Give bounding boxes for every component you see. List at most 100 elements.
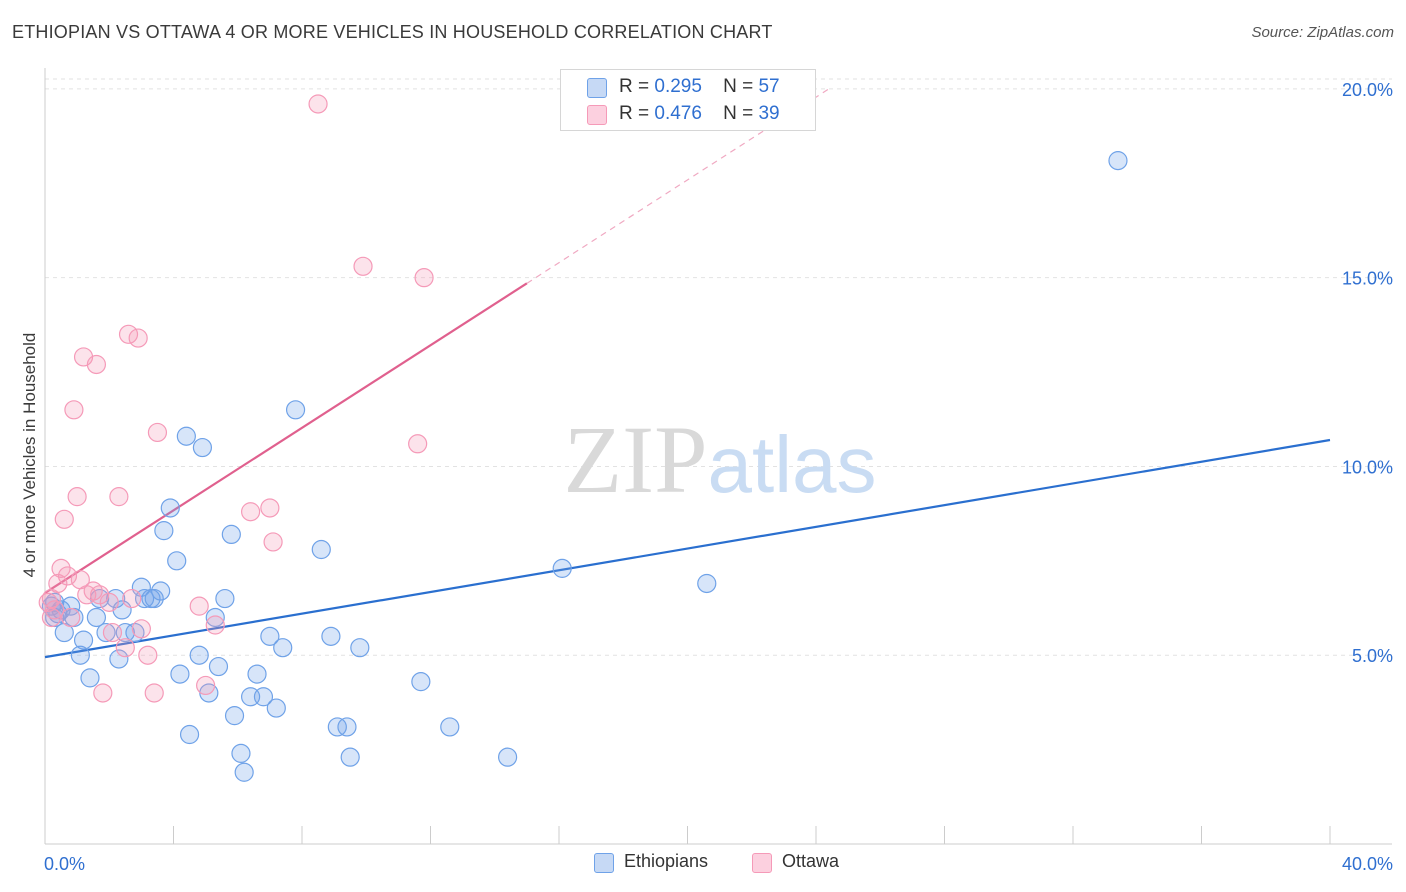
point-ottawa xyxy=(241,502,261,522)
point-ethiopians xyxy=(321,626,341,646)
point-ottawa xyxy=(51,558,71,578)
point-ethiopians xyxy=(221,524,241,545)
legend-n-value: 39 xyxy=(758,103,780,124)
point-ethiopians xyxy=(73,630,94,650)
point-ethiopians xyxy=(109,649,129,669)
point-ethiopians xyxy=(253,687,274,707)
point-ethiopians xyxy=(179,724,200,745)
point-ethiopians xyxy=(411,672,431,692)
point-ethiopians xyxy=(231,743,251,763)
point-ethiopians xyxy=(96,622,116,643)
tick-labels: 5.0% 10.0% 15.0% 20.0% 0.0% 40.0% xyxy=(44,80,1393,874)
point-ottawa xyxy=(48,573,68,594)
y-tick-label: 5.0% xyxy=(1352,646,1393,666)
legend-n-value: 57 xyxy=(758,76,780,97)
trend-line-ethiopians xyxy=(44,438,1331,659)
point-ottawa xyxy=(128,328,148,348)
point-ethiopians xyxy=(224,706,245,726)
point-ottawa xyxy=(414,268,434,288)
point-ethiopians xyxy=(350,638,370,658)
point-ethiopians xyxy=(266,698,286,718)
point-ottawa xyxy=(263,532,283,552)
point-ottawa xyxy=(93,683,113,703)
trend-lines xyxy=(44,88,1331,659)
source-label: Source: ZipAtlas.com xyxy=(1251,24,1394,41)
point-ethiopians xyxy=(41,596,62,616)
point-ottawa xyxy=(54,509,74,529)
x-tick-label: 0.0% xyxy=(44,854,85,874)
point-ethiopians xyxy=(170,664,190,684)
point-ethiopians xyxy=(167,551,187,571)
legend-swatch-ottawa xyxy=(752,853,772,873)
point-ethiopians xyxy=(192,437,213,458)
axes xyxy=(44,68,1392,845)
point-ottawa xyxy=(118,324,139,344)
legend-r-value: 0.476 xyxy=(654,103,702,124)
point-ethiopians xyxy=(144,588,164,609)
x-tick-label: 40.0% xyxy=(1342,854,1393,874)
point-ottawa xyxy=(86,354,107,375)
point-ottawa xyxy=(408,434,428,454)
point-ottawa xyxy=(144,683,164,703)
legend-r-label: R = xyxy=(619,103,650,124)
legend-label-ottawa: Ottawa xyxy=(782,851,840,871)
point-ottawa xyxy=(67,487,87,507)
point-ethiopians xyxy=(154,521,174,541)
point-ottawa xyxy=(205,615,225,635)
stats-legend: R = 0.295 N = 57 R = 0.476 N = 39 xyxy=(560,69,816,131)
point-ethiopians xyxy=(70,645,90,665)
point-ethiopians xyxy=(45,592,65,612)
point-ottawa xyxy=(115,638,135,658)
point-ethiopians xyxy=(285,400,306,420)
legend-label-ethiopians: Ethiopians xyxy=(624,851,709,871)
point-ottawa xyxy=(189,596,209,616)
point-ottawa xyxy=(99,592,119,612)
y-tick-label: 15.0% xyxy=(1342,269,1393,289)
point-ethiopians xyxy=(61,596,81,616)
point-ethiopians xyxy=(176,426,196,446)
point-ethiopians xyxy=(160,498,180,518)
y-tick-label: 20.0% xyxy=(1342,80,1393,100)
point-ottawa xyxy=(122,588,142,609)
point-ottawa xyxy=(109,487,129,507)
point-ethiopians xyxy=(327,717,347,737)
point-ethiopians xyxy=(311,539,331,560)
point-ottawa xyxy=(90,585,110,605)
point-ethiopians xyxy=(1108,151,1128,171)
point-ethiopians xyxy=(337,717,357,737)
y-tick-label: 10.0% xyxy=(1342,457,1393,477)
point-ethiopians xyxy=(247,664,267,684)
point-ethiopians xyxy=(498,747,518,767)
legend-swatch-ottawa xyxy=(587,105,607,125)
point-ethiopians xyxy=(440,717,460,737)
point-ottawa xyxy=(138,645,158,665)
legend-n-label: N = xyxy=(723,76,754,97)
legend-n-label: N = xyxy=(723,103,754,124)
chart-title: ETHIOPIAN VS OTTAWA 4 OR MORE VEHICLES I… xyxy=(12,22,773,42)
point-ottawa xyxy=(353,256,373,276)
legend-r-label: R = xyxy=(619,76,650,97)
point-ottawa xyxy=(57,566,78,586)
point-ethiopians xyxy=(151,581,171,601)
point-ethiopians xyxy=(552,558,572,578)
gridlines xyxy=(45,78,1392,656)
point-ethiopians xyxy=(697,573,717,594)
point-ottawa xyxy=(61,607,81,628)
point-ethiopians xyxy=(80,668,100,688)
point-ottawa xyxy=(131,619,151,639)
legend-swatch-ethiopians xyxy=(587,78,607,98)
legend-swatch-ethiopians xyxy=(594,853,614,873)
legend-r-value: 0.295 xyxy=(654,76,702,97)
point-ottawa xyxy=(147,422,168,443)
watermark: ZIPatlas xyxy=(564,406,877,513)
point-ottawa xyxy=(308,94,328,114)
point-ethiopians xyxy=(205,607,225,628)
point-ottawa xyxy=(41,607,62,628)
point-ethiopians xyxy=(215,588,235,609)
point-ethiopians xyxy=(273,638,293,658)
point-ottawa xyxy=(196,675,216,696)
point-ottawa xyxy=(260,498,280,518)
point-ethiopians xyxy=(260,626,280,646)
point-ethiopians xyxy=(189,645,209,665)
point-ottawa xyxy=(64,400,84,420)
